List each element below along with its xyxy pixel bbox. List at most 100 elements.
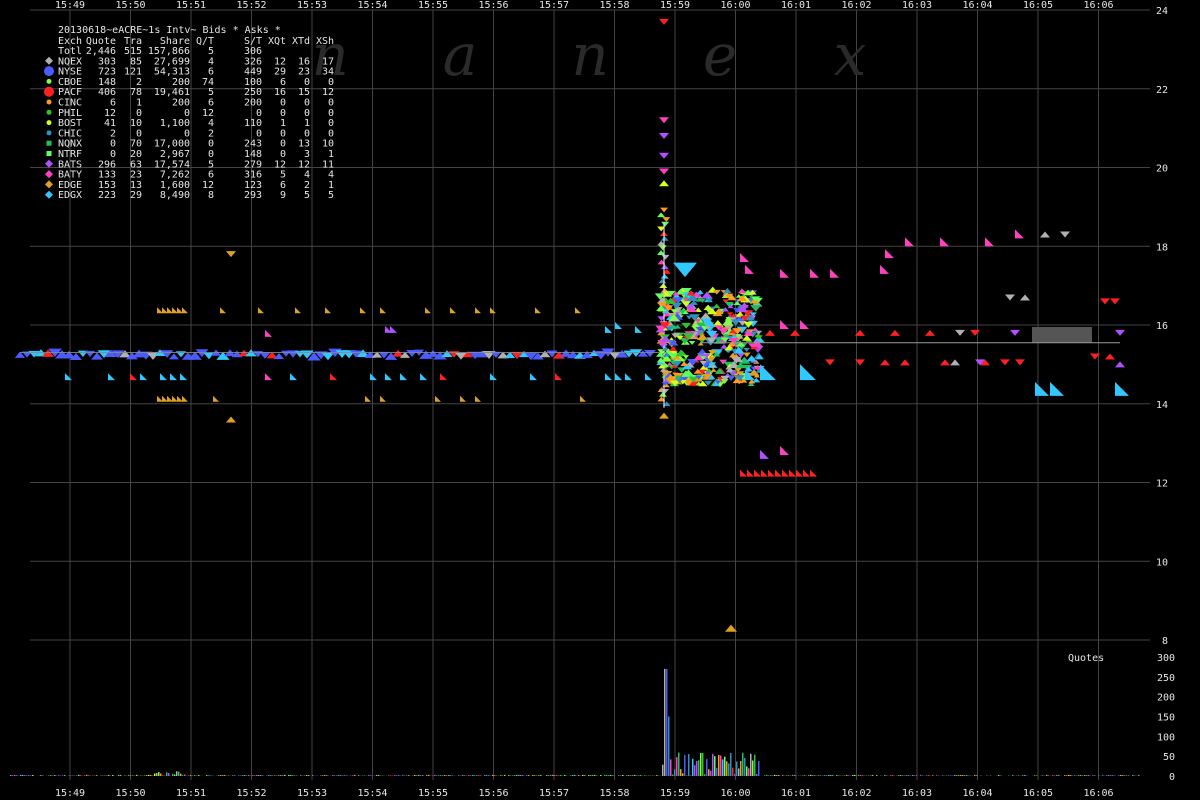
volume-bar [500, 775, 502, 776]
quote-mark [425, 307, 431, 314]
quote-mark [195, 349, 209, 357]
volume-bar [948, 775, 950, 776]
legend-cell: 0 [280, 108, 286, 119]
quote-mark [665, 297, 676, 304]
legend-cell: 250 [244, 87, 262, 98]
quote-mark [760, 449, 769, 459]
volume-bar [814, 775, 816, 776]
volume-bar [528, 775, 530, 776]
x-tick-label-bottom: 15:55 [418, 788, 448, 799]
volume-bar [754, 754, 756, 776]
volume-bar [390, 775, 392, 776]
volume-bar [1036, 775, 1038, 776]
legend-header-cell: Share [160, 36, 190, 47]
quote-mark [700, 325, 709, 331]
y-tick-label: 12 [1156, 479, 1168, 490]
quote-mark [662, 269, 671, 274]
legend-marker [45, 180, 53, 189]
chart-marks [14, 18, 1129, 632]
x-tick-label-top: 15:56 [478, 0, 508, 11]
volume-bar [282, 775, 284, 776]
legend-cell: 0 [136, 108, 142, 119]
volume-bar [774, 774, 776, 776]
volume-bar [234, 775, 236, 776]
quote-mark [730, 319, 742, 326]
legend-header-cell: S/T [244, 36, 262, 47]
legend-cell: 0 [136, 128, 142, 139]
quote-mark [700, 356, 707, 360]
quote-mark [728, 361, 740, 369]
legend-cell: 200 [244, 98, 262, 109]
quote-mark [724, 316, 733, 321]
legend-cell: 74 [202, 77, 214, 88]
volume-bar [950, 775, 952, 776]
quote-mark [780, 445, 789, 455]
volume-bar [422, 775, 424, 776]
volume-bar [680, 769, 682, 776]
volume-axis-label: Quotes [1068, 653, 1104, 664]
quote-mark [698, 339, 706, 344]
quote-mark [742, 334, 752, 341]
y-tick-label: 10 [1156, 557, 1168, 568]
legend-cell: CHIC [58, 128, 82, 139]
quote-mark [672, 293, 681, 299]
volume-bar [1110, 774, 1112, 776]
quote-mark [752, 327, 759, 331]
x-tick-label-top: 16:05 [1023, 0, 1053, 11]
legend-cell: NQEX [58, 56, 82, 67]
volume-bar [1080, 775, 1082, 776]
volume-bar [582, 774, 584, 776]
quote-mark [726, 312, 734, 317]
quote-mark [673, 262, 697, 278]
y-tick-label: 16 [1156, 321, 1168, 332]
legend-cell: 0 [328, 128, 334, 139]
legend-cell: 0 [328, 77, 334, 88]
legend-cell: 4 [328, 170, 334, 181]
quote-mark [371, 351, 383, 358]
volume-bar [920, 774, 922, 776]
volume-bar [678, 752, 680, 776]
volume-bar [492, 774, 494, 776]
volume-bar [40, 774, 42, 776]
quote-mark [950, 359, 960, 366]
volume-bar [1124, 775, 1126, 776]
volume-bar [600, 774, 602, 776]
volume-bar [914, 775, 916, 776]
x-tick-label-top: 15:53 [297, 0, 327, 11]
quote-mark [406, 350, 418, 358]
volume-bar [776, 775, 778, 776]
x-tick-label-top: 15:51 [176, 0, 206, 11]
x-tick-label-bottom: 15:57 [539, 788, 569, 799]
volume-bar [908, 775, 910, 776]
volume-bar [146, 775, 148, 776]
volume-bar [232, 775, 234, 776]
quote-mark [719, 337, 730, 344]
quote-mark [682, 355, 690, 359]
volume-tick-label: 0 [1169, 772, 1175, 783]
quote-mark [475, 395, 481, 402]
volume-bar [546, 775, 548, 776]
quote-mark [657, 302, 668, 309]
legend-header-cell: Q/T [196, 36, 214, 47]
quote-mark [712, 381, 720, 387]
quote-mark [735, 371, 745, 377]
volume-bar [892, 775, 894, 776]
quote-mark [635, 325, 642, 333]
legend-cell: NTRF [58, 149, 82, 160]
volume-bar [1132, 775, 1134, 776]
volume-bar [706, 759, 708, 776]
quote-mark [724, 301, 734, 308]
quote-mark [433, 351, 447, 360]
y-tick-label: 24 [1156, 6, 1168, 17]
x-tick-label-bottom: 15:53 [297, 788, 327, 799]
volume-bar [832, 774, 834, 776]
quote-mark [384, 352, 398, 360]
quote-mark [789, 469, 796, 477]
legend-cell: 0 [208, 149, 214, 160]
quote-mark [226, 251, 236, 258]
volume-bar [436, 775, 438, 776]
legend-cell: 200 [172, 98, 190, 109]
legend-cell: 279 [244, 159, 262, 170]
volume-bar [244, 775, 246, 776]
